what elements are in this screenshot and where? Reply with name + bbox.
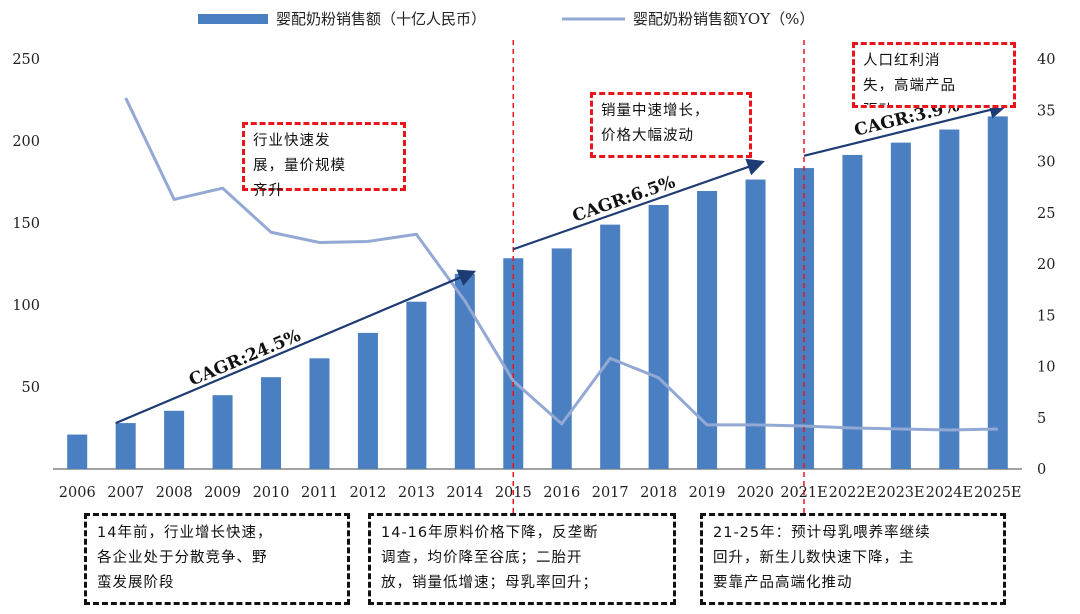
annotation-phase3: 人口红利消 失，高端产品 驱动 [852,42,1016,108]
y-right-tick-5: 5 [1037,411,1046,427]
bar-2011 [309,358,330,469]
y-left-tick-150: 150 [12,216,40,232]
bar-2008 [164,410,185,469]
bar-2012 [357,332,378,469]
bar-2010 [261,377,282,469]
x-tick-2017: 2017 [592,485,629,501]
bar-series [67,116,1008,470]
x-tick-2011: 2011 [301,485,338,501]
tick-labels: 2006 2007 2008 2009 2010 2011 2012 2013 2014 2015… [12,52,1055,501]
x-tick-2023E: 2023E [877,485,925,501]
y-left-tick-100: 100 [12,298,40,314]
bar-2006 [67,434,88,469]
legend-bar-swatch [198,14,268,24]
note-pre-2014: 14年前，行业增长快速， 各企业处于分散竞争、野 蛮发展阶段 [84,513,350,605]
x-tick-2024E: 2024E [926,485,974,501]
bar-2024E [939,129,960,469]
x-tick-2010: 2010 [253,485,290,501]
y-right-tick-10: 10 [1037,360,1055,376]
legend-line-label: 婴配奶粉销售额YOY（%） [633,10,814,28]
legend: 婴配奶粉销售额（十亿人民币） 婴配奶粉销售额YOY（%） [198,10,814,28]
x-tick-2018: 2018 [640,485,677,501]
yoy-line-series [124,97,998,432]
x-tick-2006: 2006 [59,485,96,501]
period-dividers [512,40,805,513]
note-2021-2025: 21-25年：预计母乳喂养率继续 回升，新生儿数快速下降，主 要靠产品高端化推动 [700,513,1006,605]
x-tick-2009: 2009 [204,485,241,501]
annotation-phase2: 销量中速增长， 价格大幅波动 [590,92,752,158]
bar-2019 [697,191,718,469]
x-tick-2021E: 2021E [780,485,828,501]
x-tick-2014: 2014 [446,485,483,501]
bar-2021E [793,168,814,469]
bar-2017 [600,224,621,469]
x-tick-2016: 2016 [543,485,580,501]
x-tick-2015: 2015 [495,485,532,501]
x-tick-2020: 2020 [737,485,774,501]
x-tick-2008: 2008 [156,485,193,501]
y-right-tick-20: 20 [1037,257,1055,273]
x-tick-2019: 2019 [689,485,726,501]
yoy-line [124,97,998,432]
x-tick-2013: 2013 [398,485,435,501]
cagr-arrow-3 [803,101,1008,157]
bar-2014 [454,273,475,469]
bar-2009 [212,395,233,469]
x-tick-2012: 2012 [349,485,386,501]
y-right-tick-30: 30 [1037,155,1055,171]
bar-2013 [406,301,427,469]
y-right-tick-40: 40 [1037,52,1055,68]
note-2014-2016: 14-16年原料价格下降，反垄断 调查，均价降至谷底；二胎开 放，销量低增速；母… [368,513,676,605]
cagr-arrow-1 [115,269,477,425]
annotation-phase1: 行业快速发 展，量价规模 齐升 [242,122,406,199]
x-tick-2025E: 2025E [974,485,1022,501]
y-right-tick-0: 0 [1037,462,1046,478]
bar-2020 [745,179,766,470]
y-right-tick-15: 15 [1037,308,1055,324]
y-right-tick-25: 25 [1037,206,1055,222]
y-left-tick-200: 200 [12,134,40,150]
bar-2016 [551,248,572,469]
cagr-label-1: CAGR:24.5% [186,326,304,391]
bar-2015 [503,258,524,469]
y-left-tick-50: 50 [22,380,40,396]
bar-2025E [987,116,1008,470]
x-tick-2022E: 2022E [829,485,877,501]
x-tick-2007: 2007 [107,485,144,501]
y-left-tick-250: 250 [12,52,40,68]
legend-bar-label: 婴配奶粉销售额（十亿人民币） [276,10,486,28]
bar-2018 [648,204,669,469]
bar-2023E [890,142,911,469]
cagr-arrow-2 [512,158,765,251]
bar-2007 [115,423,136,469]
y-right-tick-35: 35 [1037,103,1055,119]
bar-2022E [842,154,863,469]
